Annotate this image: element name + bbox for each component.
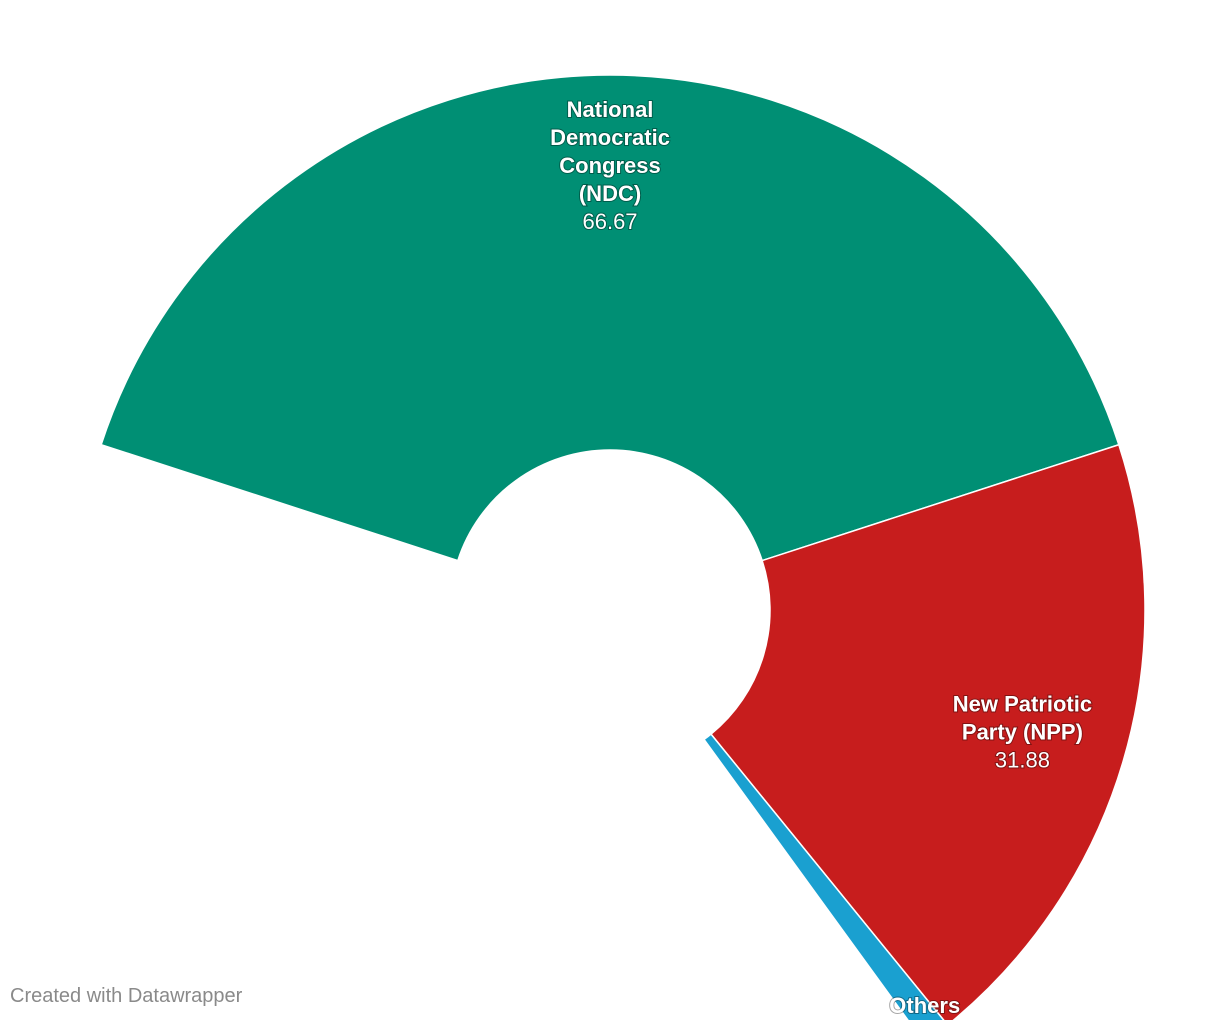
slice-2 [702,733,945,1020]
slice-label-0: National Democratic Congress (NDC) 66.67 [550,97,670,234]
slice-name-line: National [567,97,654,122]
chart-slices [100,74,1146,1020]
datawrapper-credit: Created with Datawrapper [10,985,243,1007]
slice-label-2: Others1.45 [889,993,960,1020]
slice-name-line: Others [889,993,960,1018]
slice-name-line: Democratic [550,125,670,150]
slice-name-line: (NDC) [579,181,641,206]
slice-name-line: Party (NPP) [962,720,1083,745]
slice-name-line: Congress [559,153,660,178]
slice-value: 31.88 [995,748,1050,773]
slice-label-1: New Patriotic Party (NPP) 31.88 [953,692,1092,773]
slice-1 [709,443,1146,1020]
slice-value: 66.67 [582,209,637,234]
slice-0 [100,74,1120,562]
chart-labels: National Democratic Congress (NDC) 66.67 New … [549,96,1093,1020]
slice-name-line: New Patriotic [953,692,1092,717]
